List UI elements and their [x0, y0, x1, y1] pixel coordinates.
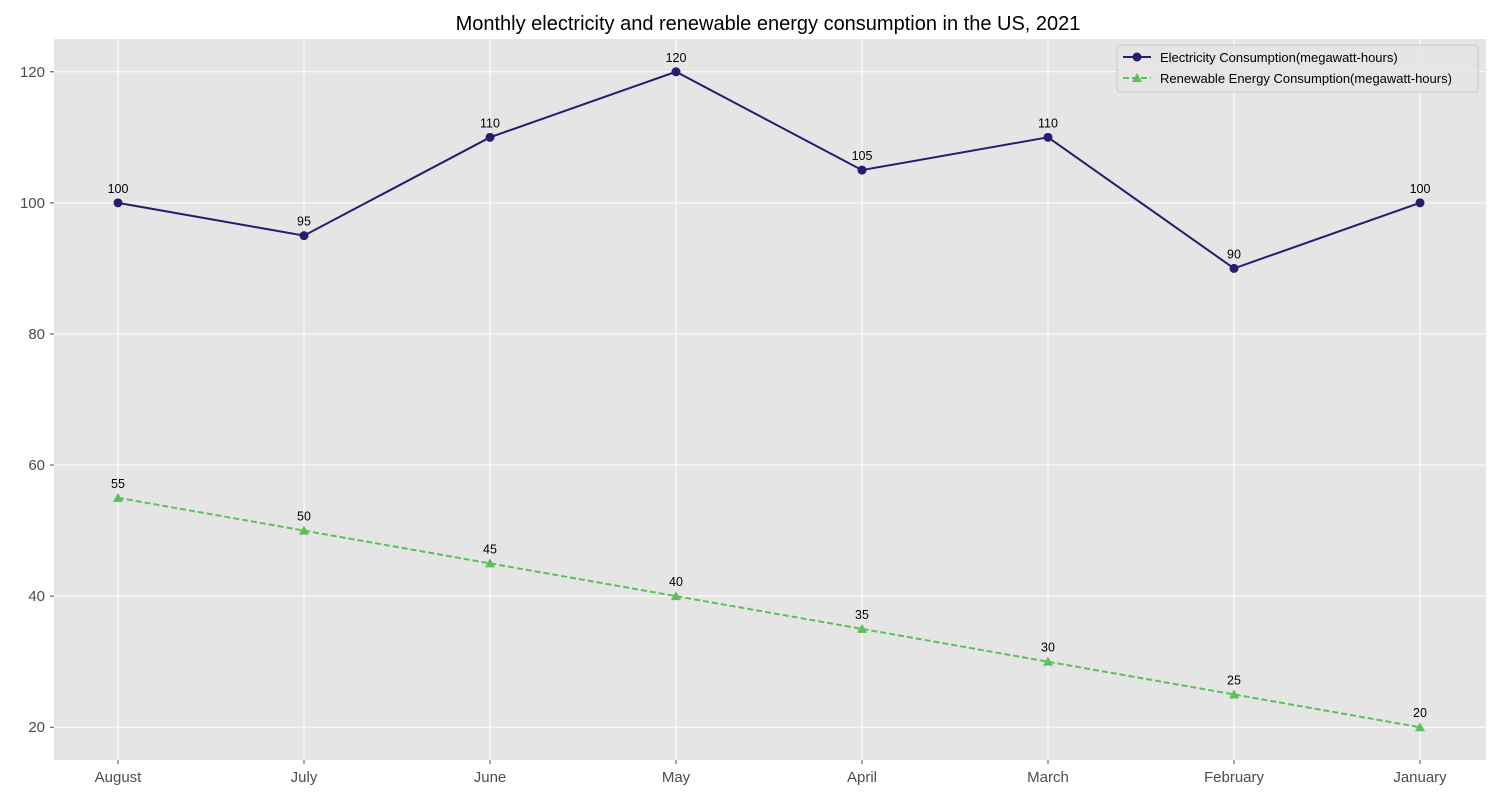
data-point	[113, 198, 123, 208]
x-tick-label: April	[847, 769, 877, 786]
series-2: 55 50 45 40 35 30 25 20	[111, 477, 1427, 732]
data-point	[1415, 198, 1425, 208]
gridlines	[54, 39, 1486, 760]
data-label: 120	[666, 51, 687, 65]
data-point	[113, 492, 123, 502]
data-label: 90	[1227, 247, 1241, 261]
data-point	[485, 558, 495, 568]
series-1: 100 95 110 120 105 110 90 100	[108, 51, 1431, 273]
data-label: 105	[852, 149, 873, 163]
data-point	[1415, 722, 1425, 732]
data-label: 20	[1413, 706, 1427, 720]
legend-marker	[1132, 52, 1142, 62]
x-tick-label: January	[1393, 769, 1447, 786]
legend: Electricity Consumption(megawatt-hours) R…	[1116, 44, 1479, 93]
data-point	[671, 591, 681, 601]
data-label: 30	[1041, 641, 1055, 655]
y-axis: 20 40 60 80 100 120	[20, 64, 54, 736]
x-tick-label: March	[1027, 769, 1069, 786]
data-point	[1043, 656, 1053, 666]
data-point	[1229, 689, 1239, 699]
data-point	[1229, 263, 1239, 273]
y-tick-label: 60	[28, 457, 45, 474]
y-tick-label: 40	[28, 588, 45, 605]
data-label: 35	[855, 608, 869, 622]
data-point	[485, 132, 495, 142]
series-line	[117, 70, 1421, 270]
data-label: 100	[108, 182, 129, 196]
data-label: 40	[669, 575, 683, 589]
x-tick-label: July	[291, 769, 318, 786]
data-label: 55	[111, 477, 125, 491]
data-point	[1043, 132, 1053, 142]
series-line	[117, 496, 1421, 729]
data-point	[857, 623, 867, 633]
data-label: 50	[297, 510, 311, 524]
x-tick-label: August	[95, 769, 143, 786]
data-label: 25	[1227, 673, 1241, 687]
data-point	[857, 165, 867, 175]
x-axis: August July June May April March February Janua…	[95, 760, 1447, 786]
data-label: 100	[1410, 182, 1431, 196]
legend-box	[1116, 44, 1479, 93]
x-tick-label: February	[1204, 769, 1265, 786]
y-tick-label: 100	[20, 195, 45, 212]
data-label: 110	[480, 116, 500, 130]
x-tick-label: June	[474, 769, 507, 786]
y-tick-label: 80	[28, 326, 45, 343]
x-tick-label: May	[662, 769, 691, 786]
legend-label: Electricity Consumption(megawatt-hours)	[1160, 50, 1398, 65]
data-label: 95	[297, 215, 311, 229]
chart-title: Monthly electricity and renewable energy…	[456, 13, 1081, 35]
y-tick-label: 20	[28, 719, 45, 736]
legend-label: Renewable Energy Consumption(megawatt-ho…	[1160, 71, 1452, 86]
data-label: 45	[483, 542, 497, 556]
plot-background	[54, 39, 1486, 760]
data-point	[671, 67, 681, 77]
y-tick-label: 120	[20, 64, 45, 81]
data-label: 110	[1038, 116, 1058, 130]
legend-marker	[1132, 73, 1142, 82]
data-point	[299, 231, 309, 241]
data-point	[299, 525, 309, 535]
